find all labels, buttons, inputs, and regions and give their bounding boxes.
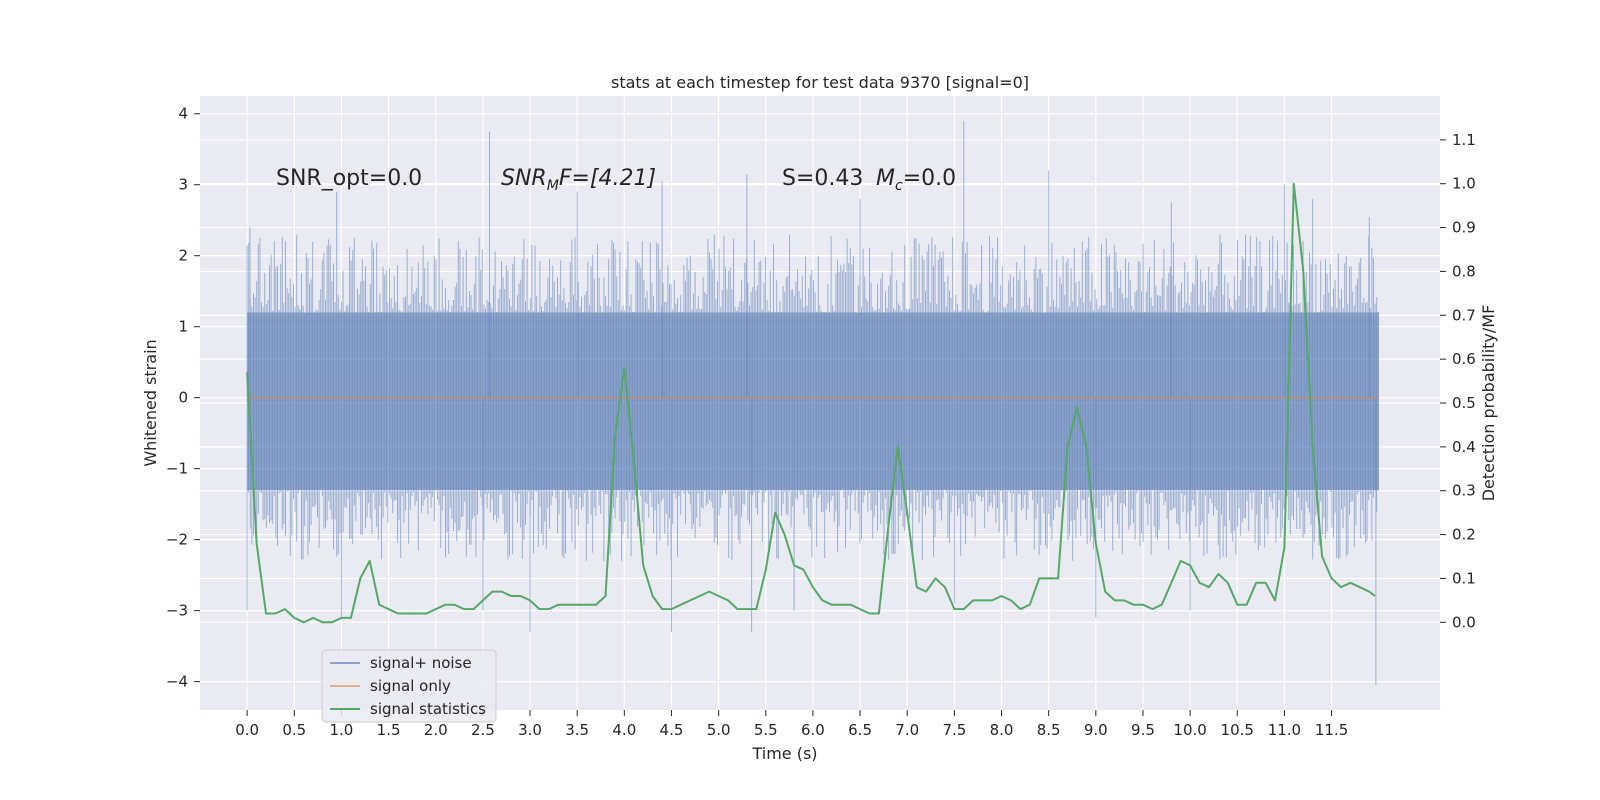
- left-tick-label: 3: [178, 176, 188, 194]
- x-tick-label: 7.0: [895, 721, 919, 739]
- left-tick-label: 1: [178, 318, 188, 336]
- annotation-mc: Mc=0.0: [876, 166, 956, 194]
- legend: signal+ noise signal only signal statist…: [321, 649, 497, 723]
- x-tick-label: 9.5: [1131, 721, 1155, 739]
- chart-title: stats at each timestep for test data 937…: [611, 73, 1029, 92]
- x-tick-label: 4.0: [612, 721, 636, 739]
- right-tick-label: 0.6: [1452, 350, 1476, 368]
- right-tick-label: 0.1: [1452, 569, 1476, 587]
- left-tick-label: 4: [178, 105, 188, 123]
- left-tick-label: 0: [178, 389, 188, 407]
- right-tick-label: 0.5: [1452, 394, 1476, 412]
- x-tick-label: 3.5: [565, 721, 589, 739]
- x-tick-label: 2.0: [424, 721, 448, 739]
- right-axis: 1.1 1.0 0.9 0.8 0.7 0.6 0.5 0.4 0.3 0.2 0.1 0.0: [1440, 131, 1476, 631]
- x-tick-label: 9.0: [1084, 721, 1108, 739]
- x-tick-label: 0.0: [235, 721, 259, 739]
- series-signal-statistics: [246, 182, 1376, 624]
- right-axis-label: Detection probability/MF: [1479, 305, 1498, 502]
- x-tick-label: 5.5: [754, 721, 778, 739]
- legend-label-signal-only: signal only: [370, 677, 451, 695]
- right-tick-label: 0.3: [1452, 482, 1476, 500]
- right-tick-label: 0.2: [1452, 526, 1476, 544]
- x-tick-label: 10.5: [1221, 721, 1254, 739]
- left-tick-label: 2: [178, 247, 188, 265]
- x-tick-label: 8.0: [990, 721, 1014, 739]
- x-tick-label: 11.0: [1268, 721, 1301, 739]
- x-tick-label: 0.5: [282, 721, 306, 739]
- x-tick-label: 4.5: [660, 721, 684, 739]
- right-tick-label: 1.1: [1452, 131, 1476, 149]
- legend-label-signal-statistics: signal statistics: [370, 700, 486, 718]
- right-tick-label: 0.7: [1452, 306, 1476, 324]
- x-axis: 0.0 0.5 1.0 1.5 2.0 2.5 3.0 3.5 4.0 4.5 5.0 5.5 6.0 6…: [235, 710, 1348, 739]
- x-tick-label: 7.5: [942, 721, 966, 739]
- snr-mf-rest: F=[4.21]: [559, 166, 656, 191]
- mc-sub: c: [895, 178, 903, 194]
- right-tick-label: 1.0: [1452, 175, 1476, 193]
- right-tick-label: 0.0: [1452, 613, 1476, 631]
- left-axis: 4 3 2 1 0 −1 −2 −3 −4: [166, 105, 200, 691]
- annotation-snr-mf: SNRMF=[4.21]: [501, 166, 656, 194]
- left-tick-label: −4: [166, 673, 188, 691]
- snr-mf-sub: M: [547, 178, 559, 194]
- left-axis-label: Whitened strain: [141, 339, 160, 466]
- x-tick-label: 11.5: [1315, 721, 1348, 739]
- x-tick-label: 8.5: [1037, 721, 1061, 739]
- legend-box: [321, 649, 497, 723]
- x-tick-label: 1.0: [330, 721, 354, 739]
- series-signal-noise: [246, 120, 1379, 686]
- x-tick-label: 6.0: [801, 721, 825, 739]
- left-tick-label: −1: [166, 460, 188, 478]
- annotation-snr-opt: SNR_opt=0.0: [276, 166, 422, 191]
- x-axis-label: Time (s): [751, 744, 817, 763]
- snr-mf-base: SNR: [501, 166, 547, 191]
- mc-rest: =0.0: [903, 166, 956, 191]
- legend-label-signal-noise: signal+ noise: [370, 654, 472, 672]
- x-tick-label: 10.0: [1173, 721, 1206, 739]
- x-tick-label: 3.0: [518, 721, 542, 739]
- right-tick-label: 0.4: [1452, 438, 1476, 456]
- right-tick-label: 0.9: [1452, 219, 1476, 237]
- left-tick-label: −2: [166, 531, 188, 549]
- x-tick-label: 5.0: [707, 721, 731, 739]
- annotation-s-value: S=0.43: [782, 166, 863, 191]
- x-tick-label: 2.5: [471, 721, 495, 739]
- x-tick-label: 1.5: [377, 721, 401, 739]
- right-tick-label: 0.8: [1452, 262, 1476, 280]
- mc-base: M: [876, 166, 895, 191]
- signal-statistics-line: [246, 182, 1376, 624]
- x-tick-label: 6.5: [848, 721, 872, 739]
- left-tick-label: −3: [166, 602, 188, 620]
